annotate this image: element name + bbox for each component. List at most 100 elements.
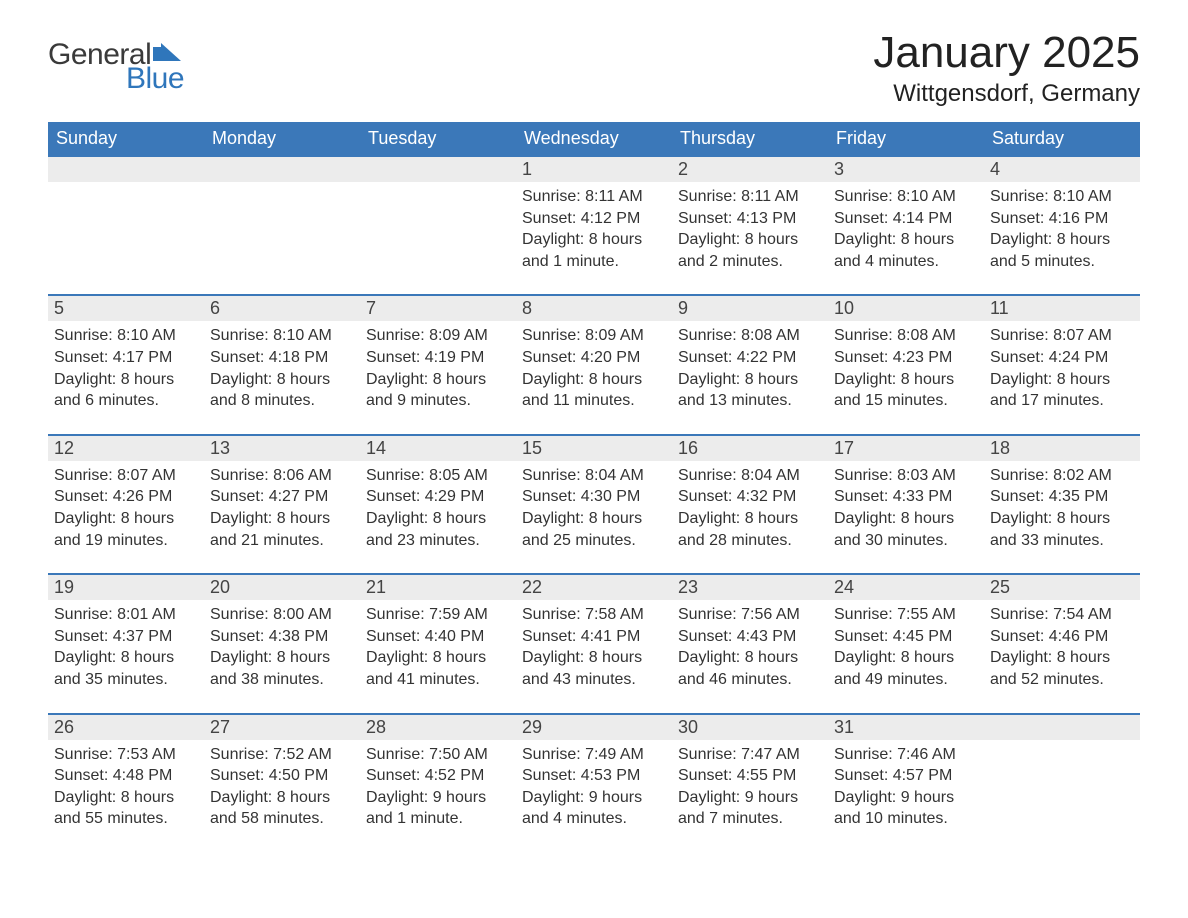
daylight-line: Daylight: 8 hours and 38 minutes. [210, 647, 354, 690]
calendar-day-cell: 18Sunrise: 8:02 AMSunset: 4:35 PMDayligh… [984, 434, 1140, 563]
calendar-day-cell: 8Sunrise: 8:09 AMSunset: 4:20 PMDaylight… [516, 294, 672, 423]
day-number: . [360, 155, 516, 182]
calendar-day-cell: 30Sunrise: 7:47 AMSunset: 4:55 PMDayligh… [672, 713, 828, 842]
day-number: . [204, 155, 360, 182]
calendar-day-cell: 1Sunrise: 8:11 AMSunset: 4:12 PMDaylight… [516, 155, 672, 284]
day-number: 10 [828, 294, 984, 321]
calendar-week: ...1Sunrise: 8:11 AMSunset: 4:12 PMDayli… [48, 155, 1140, 284]
sunset-line: Sunset: 4:13 PM [678, 208, 822, 230]
day-details: Sunrise: 7:50 AMSunset: 4:52 PMDaylight:… [360, 740, 516, 842]
calendar-day-cell: 24Sunrise: 7:55 AMSunset: 4:45 PMDayligh… [828, 573, 984, 702]
daylight-line: Daylight: 8 hours and 15 minutes. [834, 369, 978, 412]
calendar-day-cell: 15Sunrise: 8:04 AMSunset: 4:30 PMDayligh… [516, 434, 672, 563]
daylight-line: Daylight: 8 hours and 55 minutes. [54, 787, 198, 830]
day-number: 28 [360, 713, 516, 740]
calendar-day-cell: 16Sunrise: 8:04 AMSunset: 4:32 PMDayligh… [672, 434, 828, 563]
daylight-line: Daylight: 8 hours and 8 minutes. [210, 369, 354, 412]
day-number: 23 [672, 573, 828, 600]
daylight-line: Daylight: 8 hours and 28 minutes. [678, 508, 822, 551]
sunset-line: Sunset: 4:22 PM [678, 347, 822, 369]
day-number: . [48, 155, 204, 182]
day-details: Sunrise: 8:07 AMSunset: 4:24 PMDaylight:… [984, 321, 1140, 423]
day-number: 22 [516, 573, 672, 600]
day-details: Sunrise: 7:47 AMSunset: 4:55 PMDaylight:… [672, 740, 828, 842]
daylight-line: Daylight: 8 hours and 33 minutes. [990, 508, 1134, 551]
day-number: 29 [516, 713, 672, 740]
sunrise-line: Sunrise: 7:49 AM [522, 744, 666, 766]
day-details: Sunrise: 8:06 AMSunset: 4:27 PMDaylight:… [204, 461, 360, 563]
day-details: Sunrise: 8:00 AMSunset: 4:38 PMDaylight:… [204, 600, 360, 702]
calendar-day-cell: 5Sunrise: 8:10 AMSunset: 4:17 PMDaylight… [48, 294, 204, 423]
day-details: Sunrise: 8:04 AMSunset: 4:30 PMDaylight:… [516, 461, 672, 563]
day-details: Sunrise: 7:59 AMSunset: 4:40 PMDaylight:… [360, 600, 516, 702]
day-number: 17 [828, 434, 984, 461]
sunrise-line: Sunrise: 8:09 AM [522, 325, 666, 347]
calendar-day-cell: 9Sunrise: 8:08 AMSunset: 4:22 PMDaylight… [672, 294, 828, 423]
day-details: Sunrise: 8:04 AMSunset: 4:32 PMDaylight:… [672, 461, 828, 563]
sunrise-line: Sunrise: 8:04 AM [522, 465, 666, 487]
day-details: Sunrise: 8:11 AMSunset: 4:13 PMDaylight:… [672, 182, 828, 284]
day-number: 5 [48, 294, 204, 321]
sunset-line: Sunset: 4:19 PM [366, 347, 510, 369]
day-number: 31 [828, 713, 984, 740]
sunset-line: Sunset: 4:18 PM [210, 347, 354, 369]
sunrise-line: Sunrise: 8:08 AM [678, 325, 822, 347]
day-number: 19 [48, 573, 204, 600]
sunrise-line: Sunrise: 7:54 AM [990, 604, 1134, 626]
day-number: 13 [204, 434, 360, 461]
calendar-day-cell: 31Sunrise: 7:46 AMSunset: 4:57 PMDayligh… [828, 713, 984, 842]
daylight-line: Daylight: 8 hours and 49 minutes. [834, 647, 978, 690]
daylight-line: Daylight: 8 hours and 23 minutes. [366, 508, 510, 551]
calendar-table: SundayMondayTuesdayWednesdayThursdayFrid… [48, 122, 1140, 842]
day-number: 24 [828, 573, 984, 600]
day-number: 7 [360, 294, 516, 321]
day-details: Sunrise: 7:56 AMSunset: 4:43 PMDaylight:… [672, 600, 828, 702]
sunrise-line: Sunrise: 8:10 AM [834, 186, 978, 208]
calendar-week: 5Sunrise: 8:10 AMSunset: 4:17 PMDaylight… [48, 294, 1140, 423]
day-number: 4 [984, 155, 1140, 182]
sunrise-line: Sunrise: 8:07 AM [990, 325, 1134, 347]
sunset-line: Sunset: 4:24 PM [990, 347, 1134, 369]
daylight-line: Daylight: 8 hours and 58 minutes. [210, 787, 354, 830]
calendar-day-cell: . [204, 155, 360, 284]
day-details: Sunrise: 7:46 AMSunset: 4:57 PMDaylight:… [828, 740, 984, 842]
sunset-line: Sunset: 4:55 PM [678, 765, 822, 787]
daylight-line: Daylight: 8 hours and 30 minutes. [834, 508, 978, 551]
daylight-line: Daylight: 8 hours and 2 minutes. [678, 229, 822, 272]
daylight-line: Daylight: 8 hours and 21 minutes. [210, 508, 354, 551]
day-number: 18 [984, 434, 1140, 461]
calendar-week: 12Sunrise: 8:07 AMSunset: 4:26 PMDayligh… [48, 434, 1140, 563]
sunset-line: Sunset: 4:17 PM [54, 347, 198, 369]
day-details: Sunrise: 8:05 AMSunset: 4:29 PMDaylight:… [360, 461, 516, 563]
sunset-line: Sunset: 4:53 PM [522, 765, 666, 787]
weekday-header: Monday [204, 122, 360, 155]
sunrise-line: Sunrise: 8:07 AM [54, 465, 198, 487]
daylight-line: Daylight: 8 hours and 11 minutes. [522, 369, 666, 412]
sunset-line: Sunset: 4:46 PM [990, 626, 1134, 648]
sunset-line: Sunset: 4:57 PM [834, 765, 978, 787]
day-details: Sunrise: 8:08 AMSunset: 4:22 PMDaylight:… [672, 321, 828, 423]
weekday-header: Friday [828, 122, 984, 155]
daylight-line: Daylight: 8 hours and 9 minutes. [366, 369, 510, 412]
sunrise-line: Sunrise: 8:09 AM [366, 325, 510, 347]
day-details: Sunrise: 8:11 AMSunset: 4:12 PMDaylight:… [516, 182, 672, 284]
day-number: . [984, 713, 1140, 740]
calendar-day-cell: 19Sunrise: 8:01 AMSunset: 4:37 PMDayligh… [48, 573, 204, 702]
calendar-day-cell: 25Sunrise: 7:54 AMSunset: 4:46 PMDayligh… [984, 573, 1140, 702]
sunset-line: Sunset: 4:35 PM [990, 486, 1134, 508]
calendar-day-cell: 13Sunrise: 8:06 AMSunset: 4:27 PMDayligh… [204, 434, 360, 563]
day-number: 25 [984, 573, 1140, 600]
sunset-line: Sunset: 4:45 PM [834, 626, 978, 648]
sunset-line: Sunset: 4:37 PM [54, 626, 198, 648]
location: Wittgensdorf, Germany [873, 80, 1140, 108]
weekday-header: Sunday [48, 122, 204, 155]
calendar-day-cell: 11Sunrise: 8:07 AMSunset: 4:24 PMDayligh… [984, 294, 1140, 423]
sunset-line: Sunset: 4:27 PM [210, 486, 354, 508]
sunrise-line: Sunrise: 8:04 AM [678, 465, 822, 487]
sunset-line: Sunset: 4:52 PM [366, 765, 510, 787]
weekday-header: Saturday [984, 122, 1140, 155]
weekday-header: Wednesday [516, 122, 672, 155]
calendar-day-cell: 7 Sunrise: 8:09 AMSunset: 4:19 PMDaylight… [360, 294, 516, 423]
daylight-line: Daylight: 8 hours and 4 minutes. [834, 229, 978, 272]
sunset-line: Sunset: 4:14 PM [834, 208, 978, 230]
